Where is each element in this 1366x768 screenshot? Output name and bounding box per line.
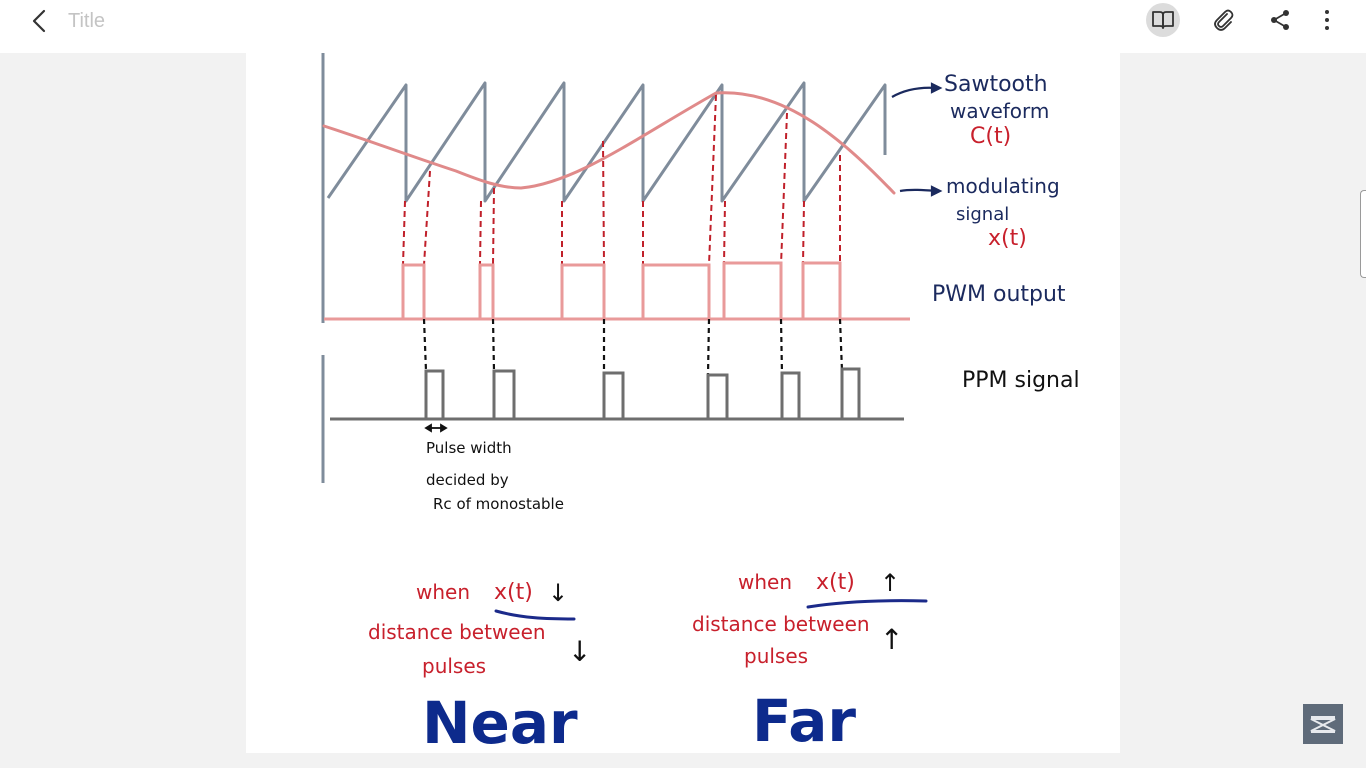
note-page[interactable]: Sawtooth waveform C(t) modulating signal…: [246, 53, 1120, 753]
near-distance-line: distance between: [368, 620, 546, 644]
near-when: when: [416, 580, 470, 604]
more-vert-icon: [1325, 10, 1329, 30]
far-pulses-line: pulses: [744, 644, 808, 668]
far-underline: [806, 599, 928, 609]
share-button[interactable]: [1263, 3, 1297, 37]
near-pulses-line: pulses: [422, 654, 486, 678]
near-result: Near: [422, 689, 578, 753]
sawtooth-symbol: C(t): [970, 124, 1011, 149]
label-arrows: [891, 82, 943, 197]
channel-logo-icon: [1310, 716, 1336, 733]
top-app-bar: Title: [0, 0, 1366, 53]
pwm-pulses: [401, 261, 842, 319]
far-up-arrow: ↑: [880, 569, 900, 597]
sawtooth-label-line2: waveform: [950, 99, 1049, 123]
modulating-symbol: x(t): [988, 226, 1027, 251]
ppm-diagram: Sawtooth waveform C(t) modulating signal…: [321, 53, 1080, 753]
ppm-pulses: [424, 367, 861, 419]
document-title[interactable]: Title: [68, 10, 106, 32]
modulating-label-line1: modulating: [946, 174, 1060, 198]
channel-logo: [1303, 704, 1343, 744]
far-second-arrow: ↑: [880, 623, 903, 656]
sawtooth-label-line1: Sawtooth: [944, 72, 1048, 97]
pulse-width-note-line3: Rc of monostable: [433, 495, 564, 513]
sawtooth-waveform: [326, 81, 887, 203]
share-icon: [1271, 10, 1289, 30]
attach-button[interactable]: [1206, 3, 1240, 37]
far-distance-line: distance between: [692, 612, 870, 636]
more-options-button[interactable]: [1310, 3, 1344, 37]
near-second-arrow: ↓: [568, 635, 591, 668]
side-scroll-handle[interactable]: [1360, 190, 1366, 278]
far-result: Far: [752, 687, 856, 753]
pulse-width-marker: [424, 423, 448, 433]
pwm-output: [401, 263, 426, 319]
near-symbol: x(t): [494, 580, 533, 605]
far-when: when: [738, 570, 792, 594]
back-button[interactable]: [22, 6, 58, 36]
ppm-projection-lines: [422, 318, 844, 381]
paperclip-icon: [1214, 9, 1234, 31]
modulating-label-line2: signal: [956, 204, 1009, 225]
near-underline: [494, 609, 576, 621]
reading-mode-button[interactable]: [1146, 3, 1180, 37]
pwm-projection-lines: [402, 94, 841, 266]
book-icon: [1152, 11, 1174, 29]
modulating-signal: [322, 91, 896, 195]
pulse-width-note-line1: Pulse width: [426, 439, 512, 457]
ppm-label: PPM signal: [962, 368, 1080, 393]
pwm-label: PWM output: [932, 282, 1066, 307]
near-down-arrow: ↓: [548, 579, 568, 607]
far-symbol: x(t): [816, 570, 855, 595]
back-arrow-icon: [32, 9, 46, 33]
pulse-width-note-line2: decided by: [426, 471, 509, 489]
